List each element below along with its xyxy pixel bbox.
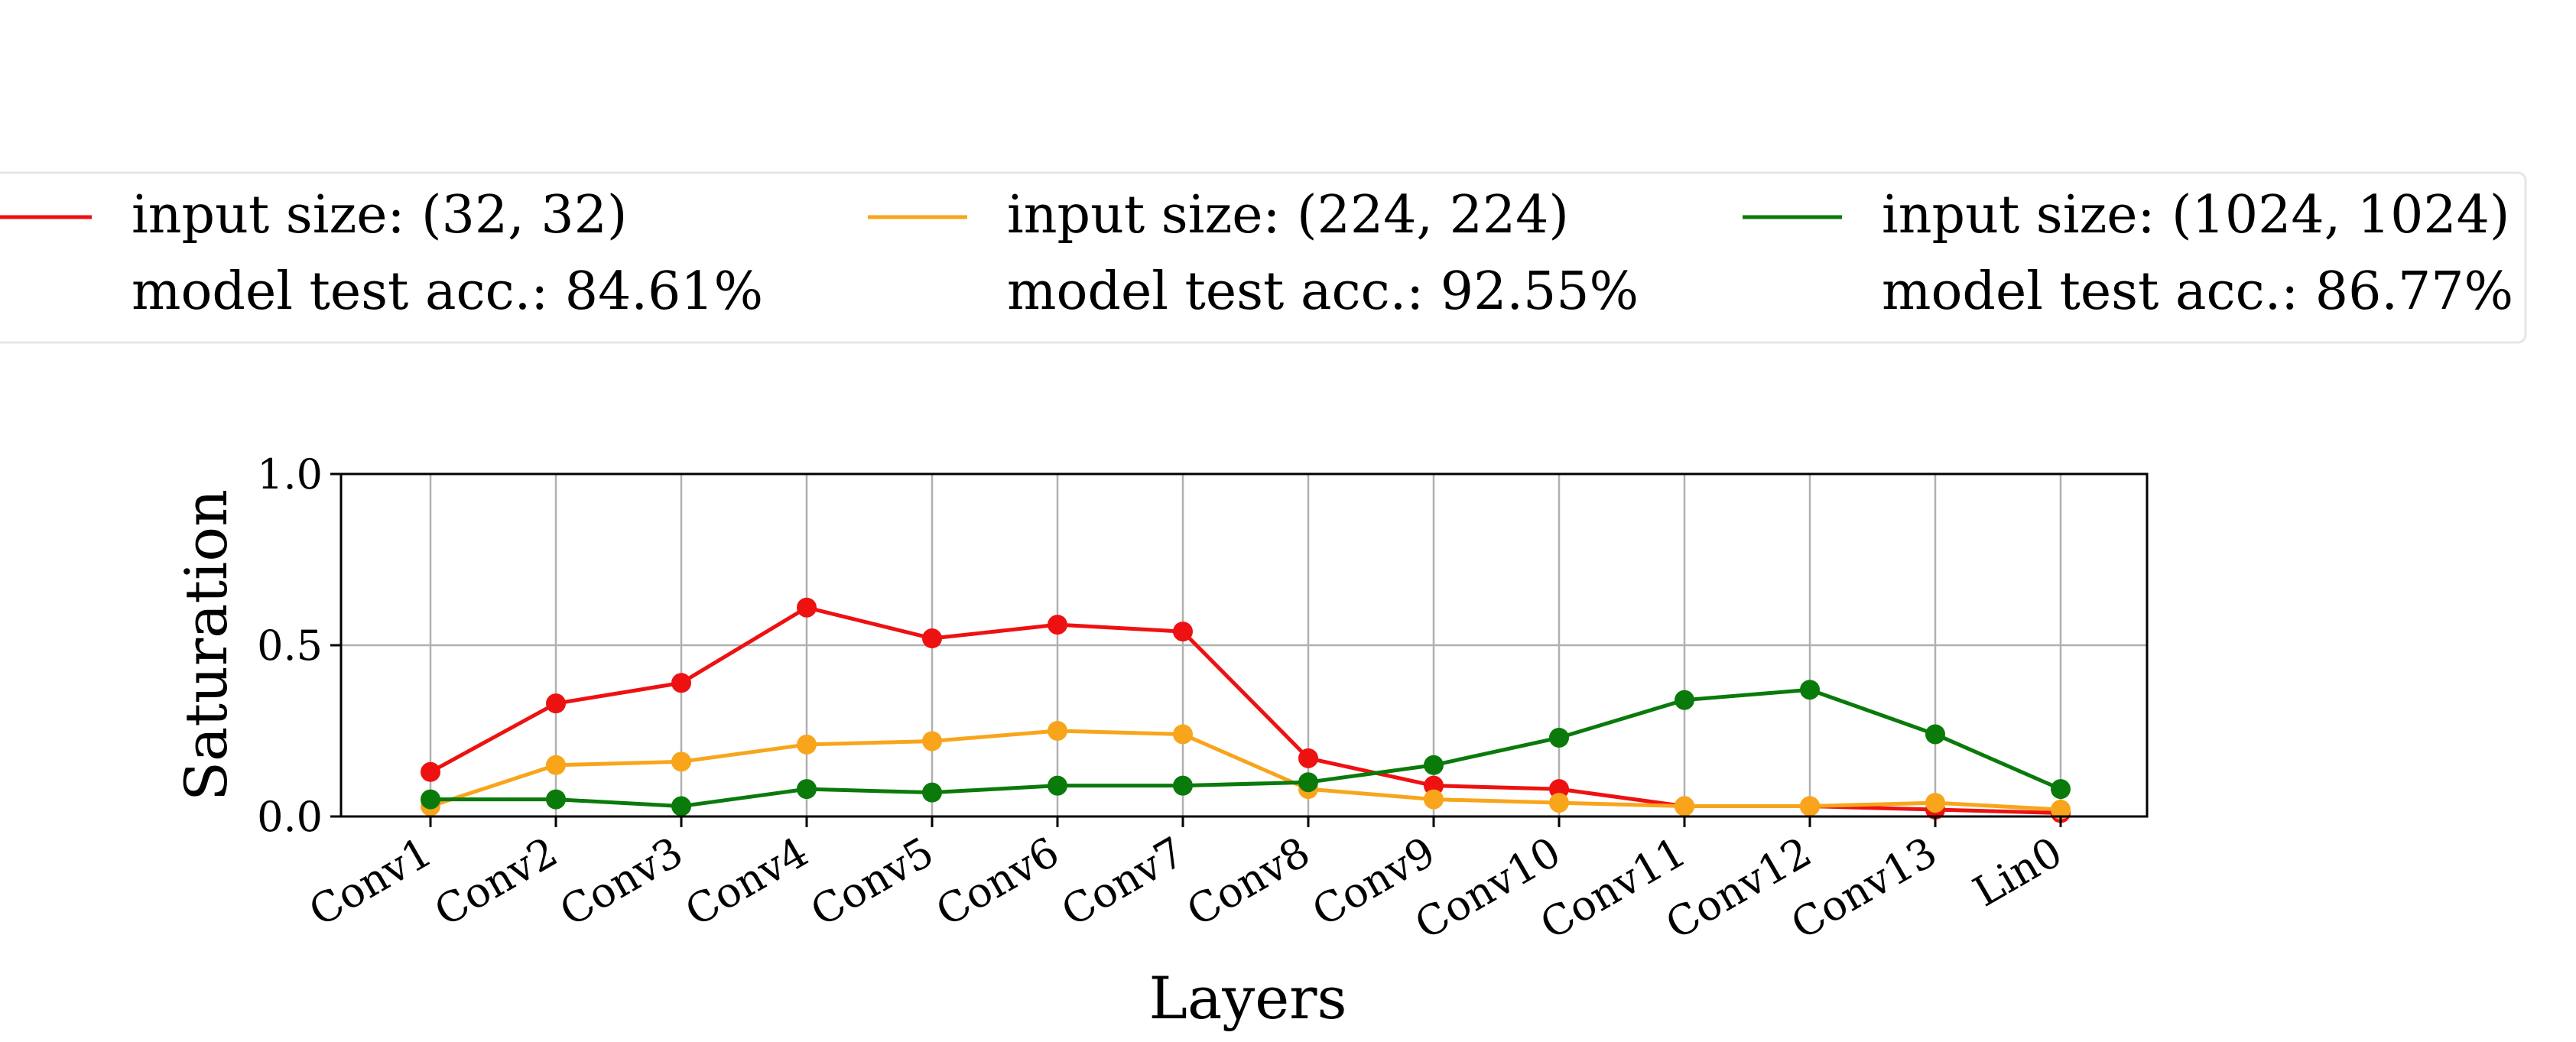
data-point [671,796,691,816]
data-point [421,789,440,810]
data-point [922,782,942,803]
data-point [1549,779,1569,800]
data-point [546,755,566,775]
legend-accuracy: model test acc.: 92.55% [1007,261,1639,322]
data-point [1424,775,1444,796]
data-point [1298,748,1318,768]
data-point [797,779,817,800]
data-point [1173,622,1193,642]
y-tick-label: 1.0 [257,450,323,498]
data-point [671,673,691,693]
data-point [1675,690,1694,710]
legend-label: input size: (224, 224) [1007,185,1569,245]
data-point [1925,793,1945,813]
y-tick-label: 0.0 [257,793,323,841]
legend-label: input size: (1024, 1024) [1882,185,2509,245]
data-point [2051,779,2071,800]
y-axis: 0.0 0.5 1.0 [257,450,341,841]
x-axis-label: Layers [1148,964,1346,1032]
data-point [1925,724,1945,745]
legend-entry-1: input size: (32, 32) model test acc.: 84.… [0,185,763,322]
data-point [1549,793,1569,813]
data-point [546,693,566,714]
data-point [1048,721,1067,741]
data-point [2051,800,2071,820]
data-point [1424,755,1444,775]
legend-accuracy: model test acc.: 84.61% [132,261,763,322]
data-point [797,597,817,618]
legend-accuracy: model test acc.: 86.77% [1882,261,2513,322]
data-point [922,628,942,649]
data-point [1800,796,1820,816]
data-point [1173,775,1193,796]
series-layer [421,597,2071,823]
data-point [922,731,942,751]
data-point [1048,615,1067,635]
legend-frame [0,171,2527,344]
data-point [546,789,566,810]
data-point [1298,772,1318,793]
data-point [1173,724,1193,745]
data-point [797,734,817,755]
series-3 [421,680,2071,816]
data-point [421,761,440,782]
y-axis-label: Saturation [172,489,240,801]
legend-entry-2: input size: (224, 224) model test acc.: 9… [868,185,1639,322]
data-point [1048,775,1067,796]
data-point [1549,727,1569,748]
data-point [1800,680,1820,700]
series-line [430,729,2061,812]
legend: input size: (32, 32) model test acc.: 84.… [0,171,2527,344]
data-point [1675,796,1694,816]
y-tick-label: 0.5 [257,622,323,670]
data-point [671,751,691,772]
legend-label: input size: (32, 32) [132,185,627,245]
series-line [430,687,2062,809]
series-2 [421,721,2071,820]
legend-entry-3: input size: (1024, 1024) model test acc.:… [1743,185,2513,322]
data-point [1424,789,1444,810]
